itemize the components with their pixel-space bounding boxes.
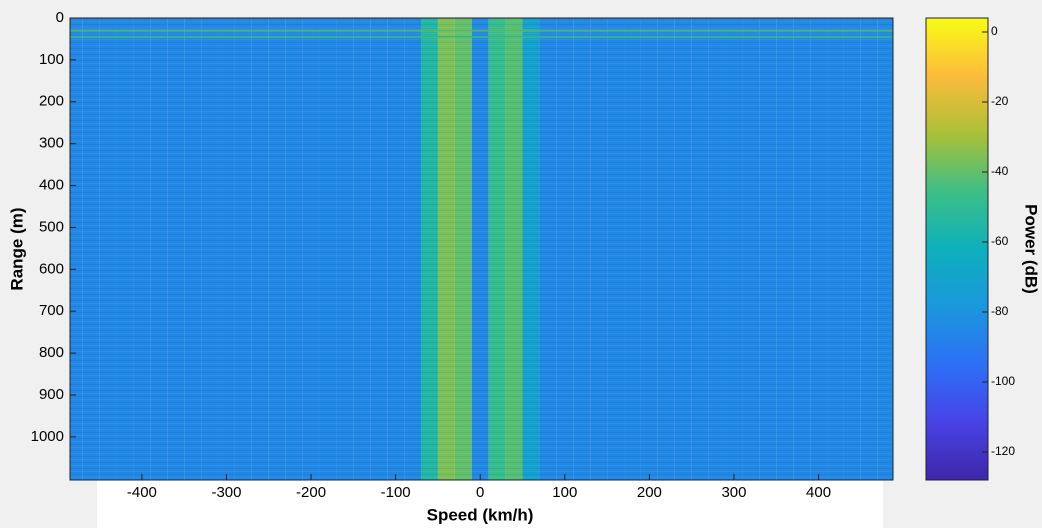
y-tick-label: 1000 <box>31 428 64 445</box>
plot-frame <box>69 17 894 481</box>
y-tick-label: 300 <box>39 135 64 152</box>
y-axis-label: Range (m) <box>7 207 26 290</box>
y-tick-label: 900 <box>39 386 64 403</box>
x-axis-panel <box>97 480 883 528</box>
x-tick-label: 400 <box>806 484 831 501</box>
colorbar-bar <box>925 17 989 481</box>
y-tick-label: 200 <box>39 93 64 110</box>
y-tick-label: 700 <box>39 302 64 319</box>
x-tick-label: 0 <box>476 484 484 501</box>
y-tick-label: 500 <box>39 218 64 235</box>
colorbar: 0 -20 -40 -60 -80 -100 -120 <box>925 17 1015 481</box>
y-tick-label: 0 <box>56 9 64 26</box>
colorbar-tick-label: -40 <box>991 164 1009 178</box>
y-tick-label: 800 <box>39 344 64 361</box>
y-tick-label: 100 <box>39 51 64 68</box>
x-axis-label: Speed (km/h) <box>427 505 534 524</box>
colorbar-label: Power (dB) <box>1022 204 1041 294</box>
colorbar-tick-label: -20 <box>991 94 1009 108</box>
colorbar-tick-label: -60 <box>991 234 1009 248</box>
x-tick-label: -300 <box>211 484 241 501</box>
colorbar-tick-label: -100 <box>991 374 1015 388</box>
x-tick-label: -400 <box>127 484 157 501</box>
y-tick-label: 400 <box>39 177 64 194</box>
x-tick-label: 300 <box>721 484 746 501</box>
x-tick-label: -100 <box>381 484 411 501</box>
colorbar-tick-label: -120 <box>991 444 1015 458</box>
colorbar-tick-label: -80 <box>991 304 1009 318</box>
x-tick-label: 200 <box>637 484 662 501</box>
y-tick-label: 600 <box>39 260 64 277</box>
x-tick-label: -200 <box>296 484 326 501</box>
x-tick-label: 100 <box>552 484 577 501</box>
colorbar-tick-label: 0 <box>991 24 998 38</box>
